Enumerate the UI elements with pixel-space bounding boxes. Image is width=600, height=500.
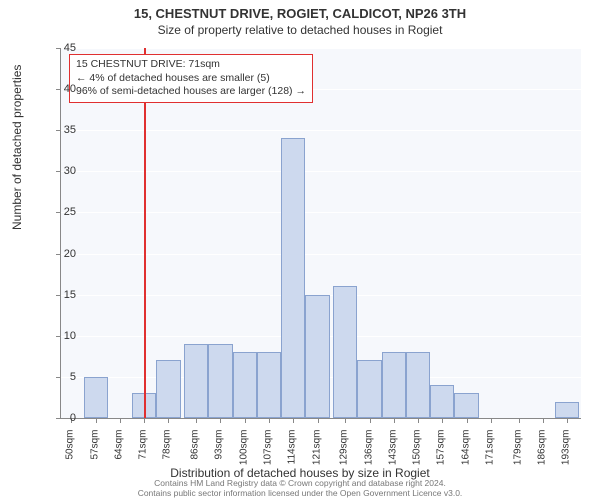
xtick-label: 57sqm: [89, 430, 100, 480]
footer-attribution: Contains HM Land Registry data © Crown c…: [0, 478, 600, 498]
xtick-label: 107sqm: [263, 430, 274, 480]
xtick-label: 93sqm: [214, 430, 225, 480]
histogram-bar: [257, 352, 281, 418]
histogram-bar: [208, 344, 232, 418]
reference-line: [144, 48, 146, 418]
ytick-label: 10: [46, 330, 76, 342]
ytick-label: 40: [46, 83, 76, 95]
xtick-mark: [442, 418, 443, 423]
xtick-label: 100sqm: [238, 430, 249, 480]
annotation-line1: 15 CHESTNUT DRIVE: 71sqm: [76, 58, 306, 72]
xtick-mark: [543, 418, 544, 423]
xtick-label: 193sqm: [561, 430, 572, 480]
xtick-mark: [120, 418, 121, 423]
xtick-label: 143sqm: [387, 430, 398, 480]
ytick-label: 45: [46, 42, 76, 54]
xtick-mark: [245, 418, 246, 423]
xtick-mark: [345, 418, 346, 423]
chart-subtitle: Size of property relative to detached ho…: [0, 21, 600, 37]
xtick-label: 50sqm: [65, 430, 76, 480]
xtick-mark: [96, 418, 97, 423]
xtick-label: 129sqm: [339, 430, 350, 480]
xtick-mark: [467, 418, 468, 423]
plot-area: 15 CHESTNUT DRIVE: 71sqm ← 4% of detache…: [60, 48, 581, 419]
histogram-bar: [454, 393, 478, 418]
xtick-mark: [168, 418, 169, 423]
xtick-mark: [567, 418, 568, 423]
xtick-mark: [394, 418, 395, 423]
y-axis-label: Number of detached properties: [10, 65, 24, 230]
xtick-label: 150sqm: [412, 430, 423, 480]
gridline: [61, 212, 581, 213]
histogram-bar: [156, 360, 180, 418]
annotation-line3: 96% of semi-detached houses are larger (…: [76, 85, 306, 99]
xtick-label: 86sqm: [190, 430, 201, 480]
histogram-bar: [233, 352, 257, 418]
xtick-label: 186sqm: [536, 430, 547, 480]
histogram-bar: [430, 385, 454, 418]
xtick-mark: [196, 418, 197, 423]
xtick-mark: [519, 418, 520, 423]
xtick-mark: [318, 418, 319, 423]
histogram-bar: [281, 138, 305, 418]
histogram-bar: [382, 352, 406, 418]
footer-line2: Contains public sector information licen…: [0, 488, 600, 498]
xtick-label: 179sqm: [512, 430, 523, 480]
histogram-bar: [406, 352, 430, 418]
histogram-bar: [84, 377, 108, 418]
ytick-label: 15: [46, 289, 76, 301]
chart-title: 15, CHESTNUT DRIVE, ROGIET, CALDICOT, NP…: [0, 0, 600, 21]
xtick-label: 171sqm: [484, 430, 495, 480]
histogram-bar: [184, 344, 208, 418]
xtick-mark: [491, 418, 492, 423]
annotation-box: 15 CHESTNUT DRIVE: 71sqm ← 4% of detache…: [69, 54, 313, 103]
histogram-bar: [333, 286, 357, 418]
xtick-label: 164sqm: [460, 430, 471, 480]
gridline: [61, 171, 581, 172]
histogram-bar: [305, 295, 329, 418]
annotation-line2: ← 4% of detached houses are smaller (5): [76, 72, 306, 86]
xtick-label: 136sqm: [363, 430, 374, 480]
xtick-label: 121sqm: [311, 430, 322, 480]
ytick-label: 35: [46, 124, 76, 136]
xtick-mark: [293, 418, 294, 423]
xtick-mark: [370, 418, 371, 423]
xtick-mark: [418, 418, 419, 423]
chart-container: 15, CHESTNUT DRIVE, ROGIET, CALDICOT, NP…: [0, 0, 600, 500]
ytick-label: 30: [46, 165, 76, 177]
xtick-mark: [144, 418, 145, 423]
xtick-mark: [220, 418, 221, 423]
histogram-bar: [555, 402, 579, 418]
xtick-label: 71sqm: [138, 430, 149, 480]
ytick-label: 0: [46, 412, 76, 424]
ytick-label: 25: [46, 206, 76, 218]
ytick-label: 20: [46, 248, 76, 260]
xtick-label: 114sqm: [287, 430, 298, 480]
histogram-bar: [357, 360, 381, 418]
ytick-label: 5: [46, 371, 76, 383]
gridline: [61, 130, 581, 131]
xtick-label: 157sqm: [436, 430, 447, 480]
xtick-mark: [269, 418, 270, 423]
xtick-label: 78sqm: [162, 430, 173, 480]
gridline: [61, 254, 581, 255]
gridline: [61, 48, 581, 49]
xtick-label: 64sqm: [113, 430, 124, 480]
